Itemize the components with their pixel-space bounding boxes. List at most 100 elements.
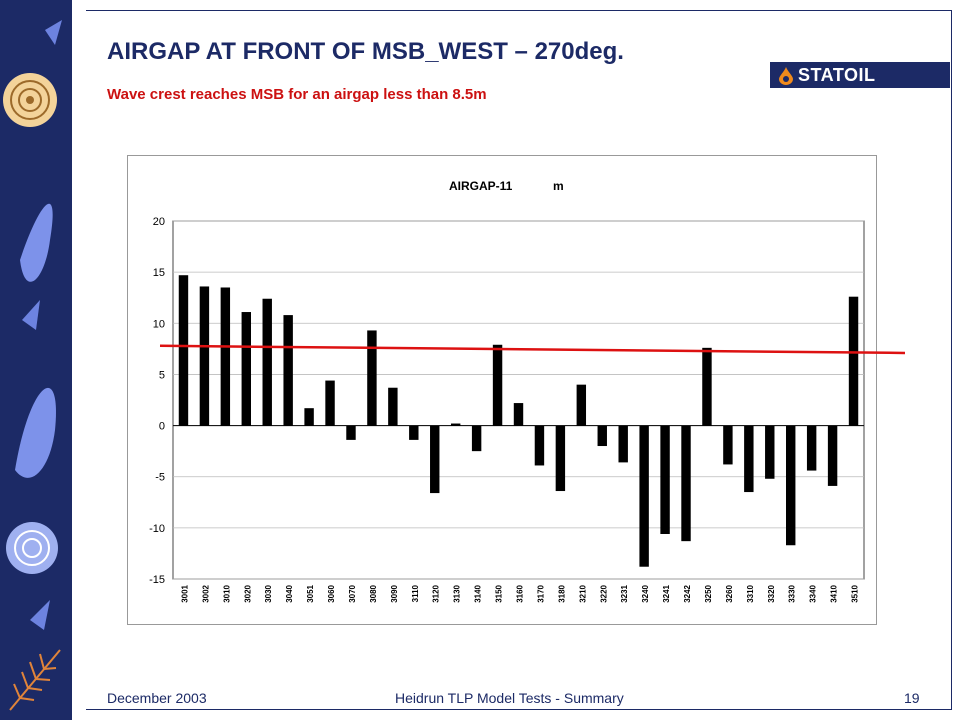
y-tick-label: 0 — [159, 421, 165, 433]
ammonite-icon — [6, 522, 58, 574]
bar — [346, 425, 356, 440]
y-tick-label: -5 — [155, 472, 165, 484]
x-tick-label: 3180 — [557, 584, 566, 602]
bar — [555, 425, 566, 492]
bar — [597, 425, 607, 447]
bar — [492, 344, 503, 426]
bar — [827, 425, 838, 486]
x-tick-label: 3060 — [327, 584, 336, 602]
fossil-fragment-icon — [20, 203, 53, 282]
bar — [765, 425, 775, 479]
y-tick-label: 20 — [153, 216, 165, 228]
x-tick-label: 3080 — [369, 584, 378, 602]
bar — [618, 425, 628, 463]
slide-subtitle: Wave crest reaches MSB for an airgap les… — [107, 86, 487, 103]
x-tick-label: 3242 — [683, 584, 692, 602]
airgap-bar-chart: 20 15 10 5 0 -5 -10 -15 3001 3002 3010 3020 3030 3040… — [149, 179, 906, 603]
slide-frame-bottom — [86, 709, 952, 710]
x-tick-label: 3510 — [851, 584, 860, 602]
bar — [723, 425, 733, 465]
footer-page-number: 19 — [904, 690, 920, 706]
y-tick-label: -10 — [149, 523, 165, 535]
x-tick-label: 3051 — [306, 584, 315, 602]
bar — [744, 425, 754, 493]
bar — [178, 275, 189, 426]
x-tick-label: 3140 — [474, 584, 483, 602]
bar — [325, 380, 335, 426]
x-tick-label: 3240 — [641, 584, 650, 602]
slide-frame-right — [951, 10, 952, 710]
logo-text: STATOIL — [798, 65, 876, 85]
y-tick-label: 15 — [153, 267, 165, 279]
fossil-fragment-icon — [30, 600, 50, 630]
x-tick-label: 3020 — [243, 584, 252, 602]
x-tick-label: 3260 — [725, 584, 734, 602]
bar — [304, 408, 314, 426]
x-tick-label: 3410 — [830, 584, 839, 602]
x-tick-label: 3250 — [704, 584, 713, 602]
x-tick-label: 3241 — [662, 584, 671, 602]
bar — [806, 425, 817, 471]
bar — [283, 315, 293, 426]
bar — [786, 425, 796, 546]
bar — [848, 296, 859, 426]
fern-icon — [9, 649, 61, 711]
x-tick-label: 3231 — [620, 584, 629, 602]
bar — [576, 384, 587, 426]
chart-unit-label: m — [553, 179, 564, 193]
bar — [450, 423, 461, 426]
x-tick-label: 3220 — [599, 584, 608, 602]
decorative-sidebar — [0, 0, 72, 720]
bar — [534, 425, 545, 466]
footer-date: December 2003 — [107, 690, 207, 706]
statoil-logo: STATOIL — [770, 62, 950, 88]
chart-title: AIRGAP-11 — [449, 179, 513, 193]
x-tick-label: 3320 — [767, 584, 776, 602]
x-tick-label: 3070 — [348, 584, 357, 602]
x-tick-label: 3002 — [201, 584, 210, 602]
x-tick-label: 3110 — [411, 584, 420, 602]
statoil-drop-icon — [779, 67, 793, 85]
bar — [660, 425, 670, 534]
x-tick-label: 3040 — [285, 584, 294, 602]
bar — [409, 425, 419, 440]
fossil-fragment-icon — [45, 20, 62, 45]
bar — [430, 425, 440, 494]
x-tick-label: 3030 — [264, 584, 273, 602]
bar — [388, 387, 398, 426]
plot-area-border — [172, 220, 865, 580]
x-tick-label: 3330 — [788, 584, 797, 602]
slide-frame-top — [86, 10, 952, 11]
ammonite-icon — [3, 73, 57, 127]
footer-presentation-title: Heidrun TLP Model Tests - Summary — [395, 690, 624, 706]
bar — [262, 298, 272, 426]
fossil-fragment-icon — [22, 300, 40, 330]
x-tick-label: 3001 — [180, 584, 189, 602]
x-tick-label: 3310 — [746, 584, 755, 602]
x-tick-label: 3210 — [578, 584, 587, 602]
slide-title: AIRGAP AT FRONT OF MSB_WEST – 270deg. — [107, 38, 624, 65]
x-tick-label: 3340 — [809, 584, 818, 602]
bar — [513, 403, 524, 426]
x-tick-label: 3010 — [222, 584, 231, 602]
bar — [199, 286, 210, 426]
bar — [220, 287, 231, 426]
x-tick-label: 3120 — [432, 584, 441, 602]
x-tick-label: 3130 — [453, 584, 462, 602]
bar — [639, 425, 649, 567]
fossil-fragment-icon — [15, 387, 56, 478]
bar — [241, 312, 251, 426]
x-tick-label: 3150 — [495, 584, 504, 602]
y-tick-label: -15 — [149, 574, 165, 586]
y-tick-label: 10 — [153, 318, 165, 330]
bar — [702, 347, 712, 426]
fossil-decoration-icon — [3, 20, 62, 711]
bar — [367, 330, 377, 426]
bar — [471, 425, 482, 452]
threshold-line — [159, 344, 906, 355]
x-tick-label: 3160 — [516, 584, 525, 602]
bar — [681, 425, 691, 542]
x-tick-label: 3170 — [536, 584, 545, 602]
x-tick-label: 3090 — [390, 584, 399, 602]
y-tick-label: 5 — [159, 369, 165, 381]
